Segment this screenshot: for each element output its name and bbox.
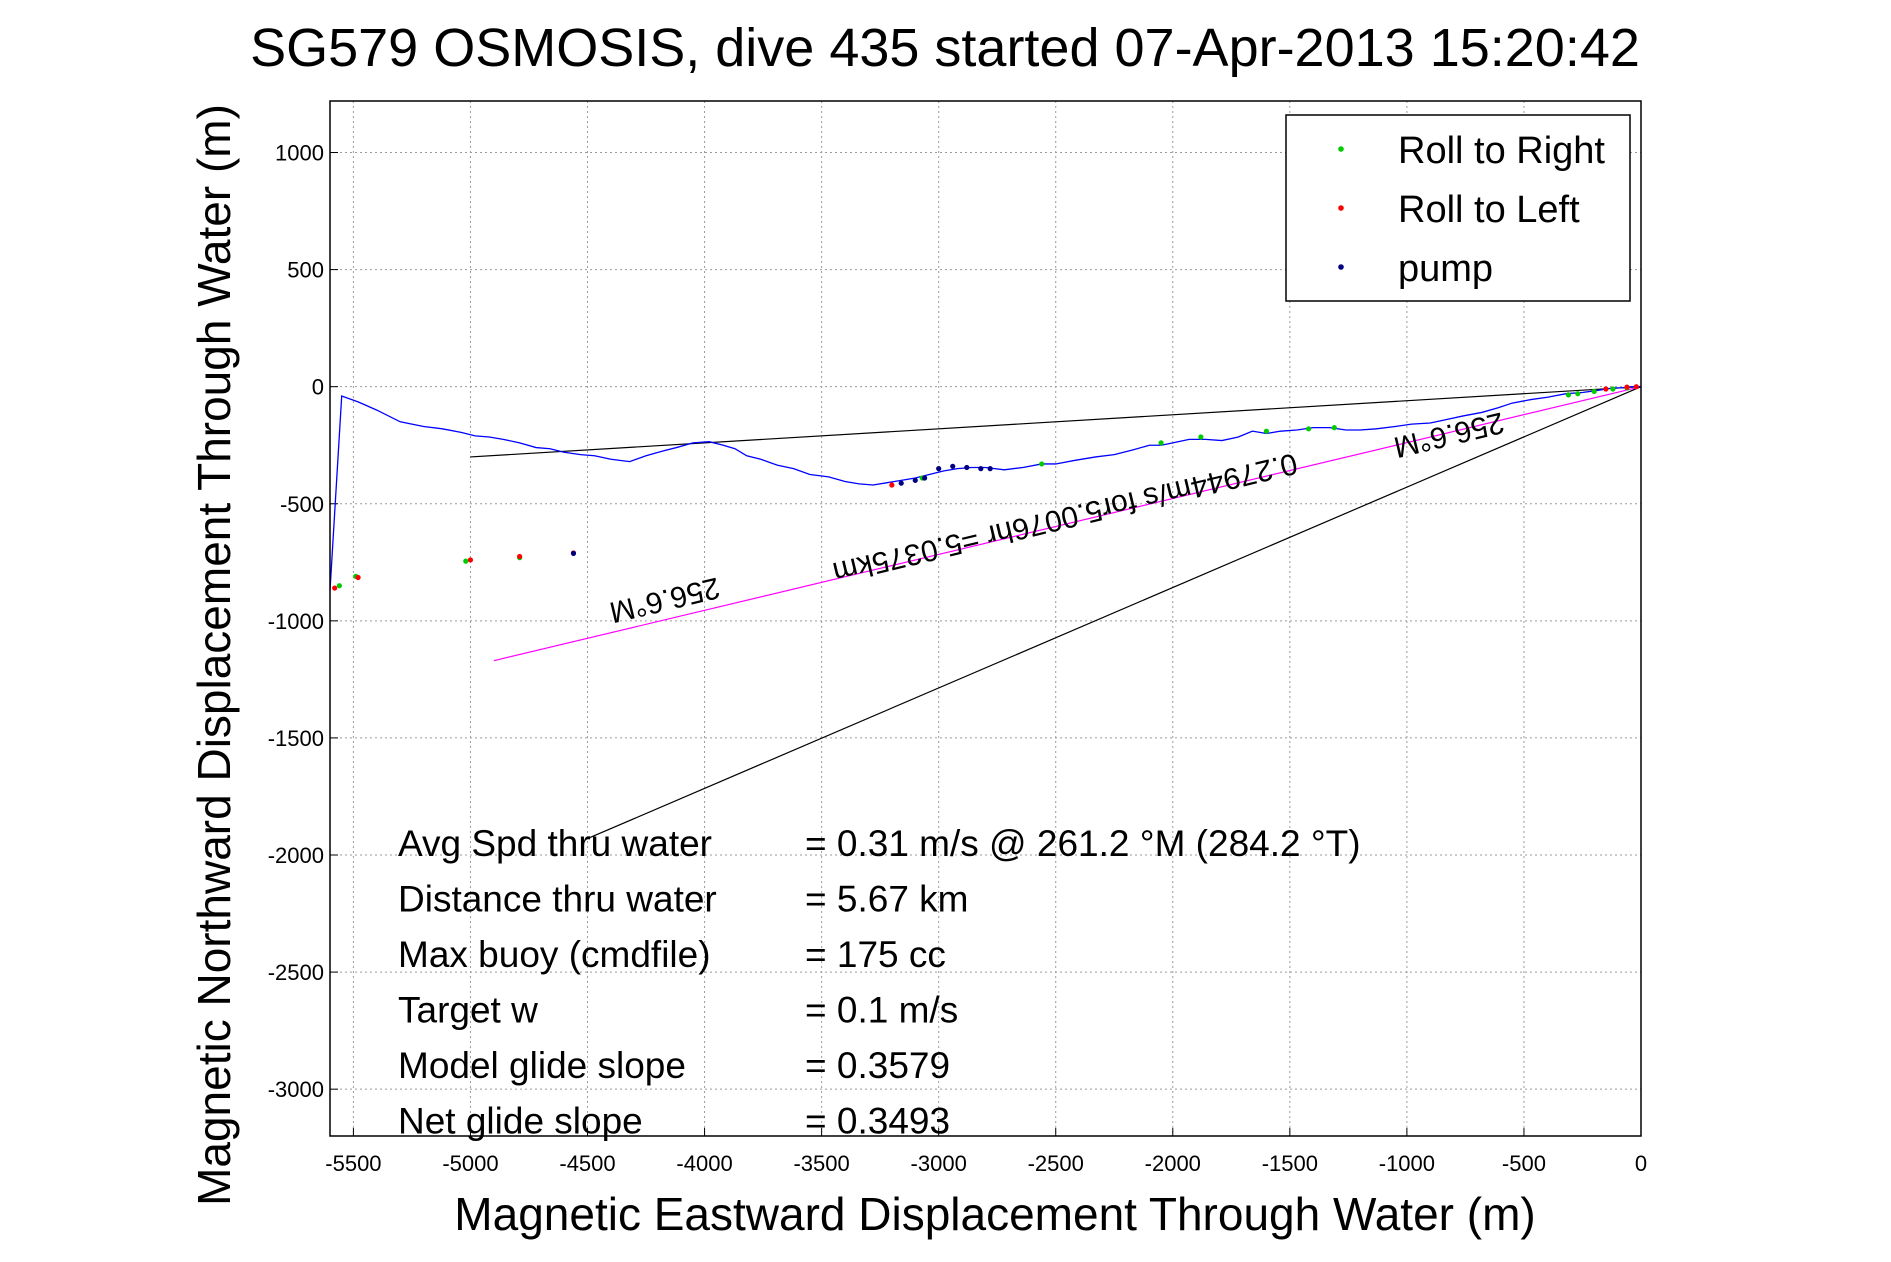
y-tick-label: 0: [312, 375, 324, 400]
legend: Roll to Right Roll to Left pump: [1285, 114, 1631, 302]
point-roll-to-left: [355, 574, 361, 581]
point-roll-to-left: [1633, 384, 1639, 390]
summary-value: = 0.1 m/s: [805, 990, 958, 1031]
summary-value: = 0.3579: [805, 1045, 950, 1086]
grid: [330, 101, 1642, 1136]
summary-label: Model glide slope: [398, 1045, 686, 1086]
point-pump: [950, 463, 956, 469]
point-roll-to-right: [1039, 461, 1045, 467]
summary-value: = 0.31 m/s @ 261.2 °M (284.2 °T): [805, 823, 1361, 864]
point-roll-to-right: [1263, 428, 1270, 434]
point-pump: [964, 464, 970, 471]
x-tick-label: -4500: [559, 1151, 615, 1176]
point-roll-to-left: [1624, 384, 1630, 390]
point-roll-to-left: [517, 553, 523, 560]
reference-lines: [470, 386, 1642, 840]
x-tick-label: -1500: [1262, 1151, 1318, 1176]
line-current-vector: [493, 386, 1642, 662]
point-pump: [570, 550, 577, 557]
legend-label: pump: [1398, 248, 1493, 290]
line-upper-bound: [470, 386, 1642, 458]
legend-marker: [1338, 146, 1344, 152]
point-roll-to-left: [889, 482, 895, 488]
point-roll-to-right: [1591, 388, 1597, 394]
point-pump: [936, 466, 942, 472]
summary-label: Max buoy (cmdfile): [398, 934, 711, 975]
x-tick-label: -5000: [442, 1151, 498, 1176]
point-roll-to-right: [1305, 426, 1312, 432]
point-roll-to-right: [1158, 440, 1164, 446]
legend-label: Roll to Left: [1398, 189, 1580, 231]
legend-marker: [1338, 205, 1344, 211]
x-tick-label: -5500: [325, 1151, 381, 1176]
legend-marker: [1338, 264, 1344, 270]
y-tick-label: -1500: [268, 726, 324, 751]
x-tick-label: -4000: [676, 1151, 732, 1176]
point-roll-to-right: [1565, 392, 1572, 398]
summary-value: = 5.67 km: [805, 879, 969, 920]
x-tick-label: -3000: [911, 1151, 967, 1176]
point-roll-to-right: [1575, 391, 1581, 397]
point-roll-to-right: [1198, 434, 1204, 440]
summary-block: Avg Spd thru water = 0.31 m/s @ 261.2 °M …: [398, 823, 1361, 1142]
point-pump: [912, 477, 918, 483]
point-roll-to-left: [332, 585, 338, 591]
y-tick-label: -2500: [268, 960, 324, 985]
x-tick-label: -3500: [793, 1151, 849, 1176]
legend-label: Roll to Right: [1398, 130, 1605, 172]
point-roll-to-right: [1610, 386, 1616, 392]
x-tick-label: -2500: [1028, 1151, 1084, 1176]
point-roll-to-left: [1603, 386, 1609, 392]
summary-label: Avg Spd thru water: [398, 823, 712, 864]
y-tick-label: 1000: [275, 141, 324, 166]
summary-value: = 0.3493: [805, 1101, 950, 1142]
y-tick-labels: 1000 500 0 -500 -1000 -1500 -2000 -2500 -3000: [268, 141, 324, 1103]
x-tick-label: -500: [1502, 1151, 1546, 1176]
point-roll-to-right: [336, 583, 342, 589]
y-tick-label: 500: [287, 258, 324, 283]
point-roll-to-right: [463, 558, 469, 564]
y-tick-label: -1000: [268, 609, 324, 634]
y-tick-label: -500: [280, 492, 324, 517]
summary-label: Distance thru water: [398, 879, 717, 920]
x-tick-label: -2000: [1145, 1151, 1201, 1176]
y-tick-label: -3000: [268, 1077, 324, 1102]
x-axis-label: Magnetic Eastward Displacement Through W…: [454, 1188, 1535, 1240]
point-roll-to-right: [1331, 425, 1337, 431]
point-pump: [987, 466, 993, 472]
point-pump: [922, 475, 928, 481]
x-tick-label: 0: [1635, 1151, 1647, 1176]
x-tick-labels: -5500 -5000 -4500 -4000 -3500 -3000 -2500 -2000…: [325, 1151, 1647, 1176]
point-roll-to-left: [467, 557, 474, 563]
series-group: [329, 384, 1641, 591]
summary-value: = 175 cc: [805, 934, 946, 975]
y-tick-label: -2000: [268, 843, 324, 868]
point-pump: [898, 480, 904, 486]
line-lower-bound: [587, 386, 1642, 840]
y-axis-label: Magnetic Northward Displacement Through …: [188, 104, 240, 1206]
x-tick-label: -1000: [1379, 1151, 1435, 1176]
summary-label: Net glide slope: [398, 1101, 643, 1142]
summary-label: Target w: [398, 990, 538, 1031]
chart-title: SG579 OSMOSIS, dive 435 started 07-Apr-2…: [250, 18, 1640, 78]
point-pump: [978, 466, 984, 472]
plot-frame: [329, 100, 1642, 1137]
series-track-line: [329, 386, 1641, 591]
